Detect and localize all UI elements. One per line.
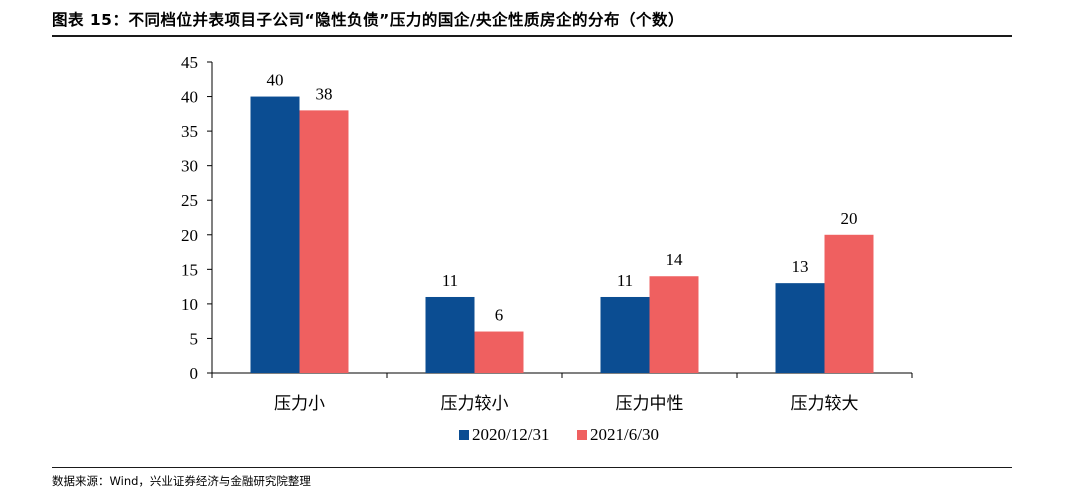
legend-swatch [459, 430, 469, 440]
y-tick-label: 15 [181, 260, 198, 279]
bar [250, 96, 300, 374]
data-label: 11 [617, 271, 633, 290]
bar [425, 296, 475, 373]
legend-swatch [577, 430, 587, 440]
data-label: 40 [267, 71, 284, 90]
chart-data-labels: 40 38 11 6 11 14 13 20 [267, 71, 858, 325]
bar [824, 234, 874, 373]
y-tick-label: 30 [181, 157, 198, 176]
data-label: 38 [316, 84, 333, 103]
y-tick-label: 45 [181, 53, 198, 72]
bar [474, 331, 524, 373]
data-label: 14 [666, 250, 684, 269]
y-tick-label: 40 [181, 88, 198, 107]
legend-label: 2021/6/30 [590, 425, 659, 444]
bar [775, 283, 825, 373]
y-tick-label: 20 [181, 226, 198, 245]
y-tick-label: 10 [181, 295, 198, 314]
bar [600, 296, 650, 373]
legend-label: 2020/12/31 [472, 425, 549, 444]
data-label: 13 [792, 257, 809, 276]
chart-title: 图表 15：不同档位并表项目子公司“隐性负债”压力的国企/央企性质房企的分布（个… [52, 11, 685, 29]
data-label: 11 [442, 271, 458, 290]
y-tick-label: 35 [181, 122, 198, 141]
source-note: 数据来源：Wind，兴业证券经济与金融研究院整理 [52, 474, 311, 488]
x-category-label: 压力中性 [616, 394, 684, 414]
data-label: 20 [841, 209, 858, 228]
chart-legend: 2020/12/31 2021/6/30 [459, 425, 659, 444]
x-category-label: 压力较小 [441, 394, 509, 414]
x-category-label: 压力小 [274, 394, 325, 414]
bar [299, 110, 349, 373]
y-tick-label: 5 [190, 329, 199, 348]
y-tick-label: 0 [190, 364, 199, 383]
chart-bars [250, 96, 874, 374]
data-label: 6 [495, 306, 504, 325]
chart-axes: 0 5 10 15 20 25 30 35 40 45 压力小 压力较小 压力中性 压力较大 [181, 53, 913, 414]
title-divider [52, 35, 1012, 37]
footer-divider [52, 467, 1012, 468]
x-category-label: 压力较大 [791, 394, 859, 414]
bar [649, 276, 699, 373]
y-tick-label: 25 [181, 191, 198, 210]
